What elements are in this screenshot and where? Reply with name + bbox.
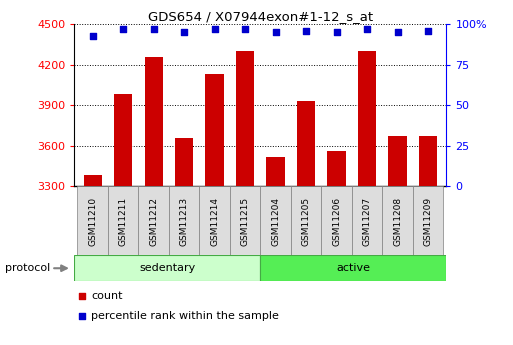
Point — [77, 294, 86, 299]
Point — [77, 313, 86, 318]
Bar — [260, 255, 446, 281]
Bar — [230, 186, 261, 255]
Bar — [108, 186, 139, 255]
Bar — [206, 74, 224, 186]
Text: sedentary: sedentary — [139, 263, 195, 273]
Text: GSM11205: GSM11205 — [302, 197, 310, 246]
Text: count: count — [91, 291, 123, 301]
Point — [150, 26, 158, 32]
Text: GSM11213: GSM11213 — [180, 197, 189, 246]
Text: percentile rank within the sample: percentile rank within the sample — [91, 311, 279, 321]
Bar — [114, 95, 132, 186]
Bar — [413, 186, 443, 255]
Bar — [77, 186, 108, 255]
Bar — [297, 101, 315, 186]
Text: GSM11211: GSM11211 — [119, 197, 128, 246]
Text: GSM11207: GSM11207 — [363, 197, 371, 246]
Text: GSM11212: GSM11212 — [149, 197, 158, 246]
Bar — [321, 186, 352, 255]
Bar — [200, 186, 230, 255]
Point — [89, 33, 97, 38]
Bar — [74, 255, 260, 281]
Point — [180, 29, 188, 35]
Bar — [139, 186, 169, 255]
Bar — [419, 136, 437, 186]
Point — [119, 26, 127, 32]
Point — [302, 28, 310, 33]
Text: active: active — [337, 263, 370, 273]
Point — [393, 29, 402, 35]
Bar — [236, 51, 254, 186]
Point — [271, 29, 280, 35]
Bar — [266, 157, 285, 186]
Point — [424, 28, 432, 33]
Text: GSM11208: GSM11208 — [393, 197, 402, 246]
Point — [332, 29, 341, 35]
Bar — [382, 186, 413, 255]
Text: GSM11206: GSM11206 — [332, 197, 341, 246]
Point — [210, 26, 219, 32]
Bar — [291, 186, 321, 255]
Bar — [261, 186, 291, 255]
Point — [363, 26, 371, 32]
Text: GSM11209: GSM11209 — [424, 197, 432, 246]
Point — [241, 26, 249, 32]
Bar — [352, 186, 382, 255]
Text: GSM11215: GSM11215 — [241, 197, 250, 246]
Bar — [169, 186, 200, 255]
Bar — [358, 51, 376, 186]
Text: GSM11214: GSM11214 — [210, 197, 219, 246]
Title: GDS654 / X07944exon#1-12_s_at: GDS654 / X07944exon#1-12_s_at — [148, 10, 373, 23]
Bar — [388, 136, 407, 186]
Text: protocol: protocol — [5, 263, 50, 273]
Bar — [327, 151, 346, 186]
Bar — [175, 138, 193, 186]
Bar — [84, 176, 102, 186]
Text: GSM11204: GSM11204 — [271, 197, 280, 246]
Bar — [145, 57, 163, 186]
Text: GSM11210: GSM11210 — [88, 197, 97, 246]
